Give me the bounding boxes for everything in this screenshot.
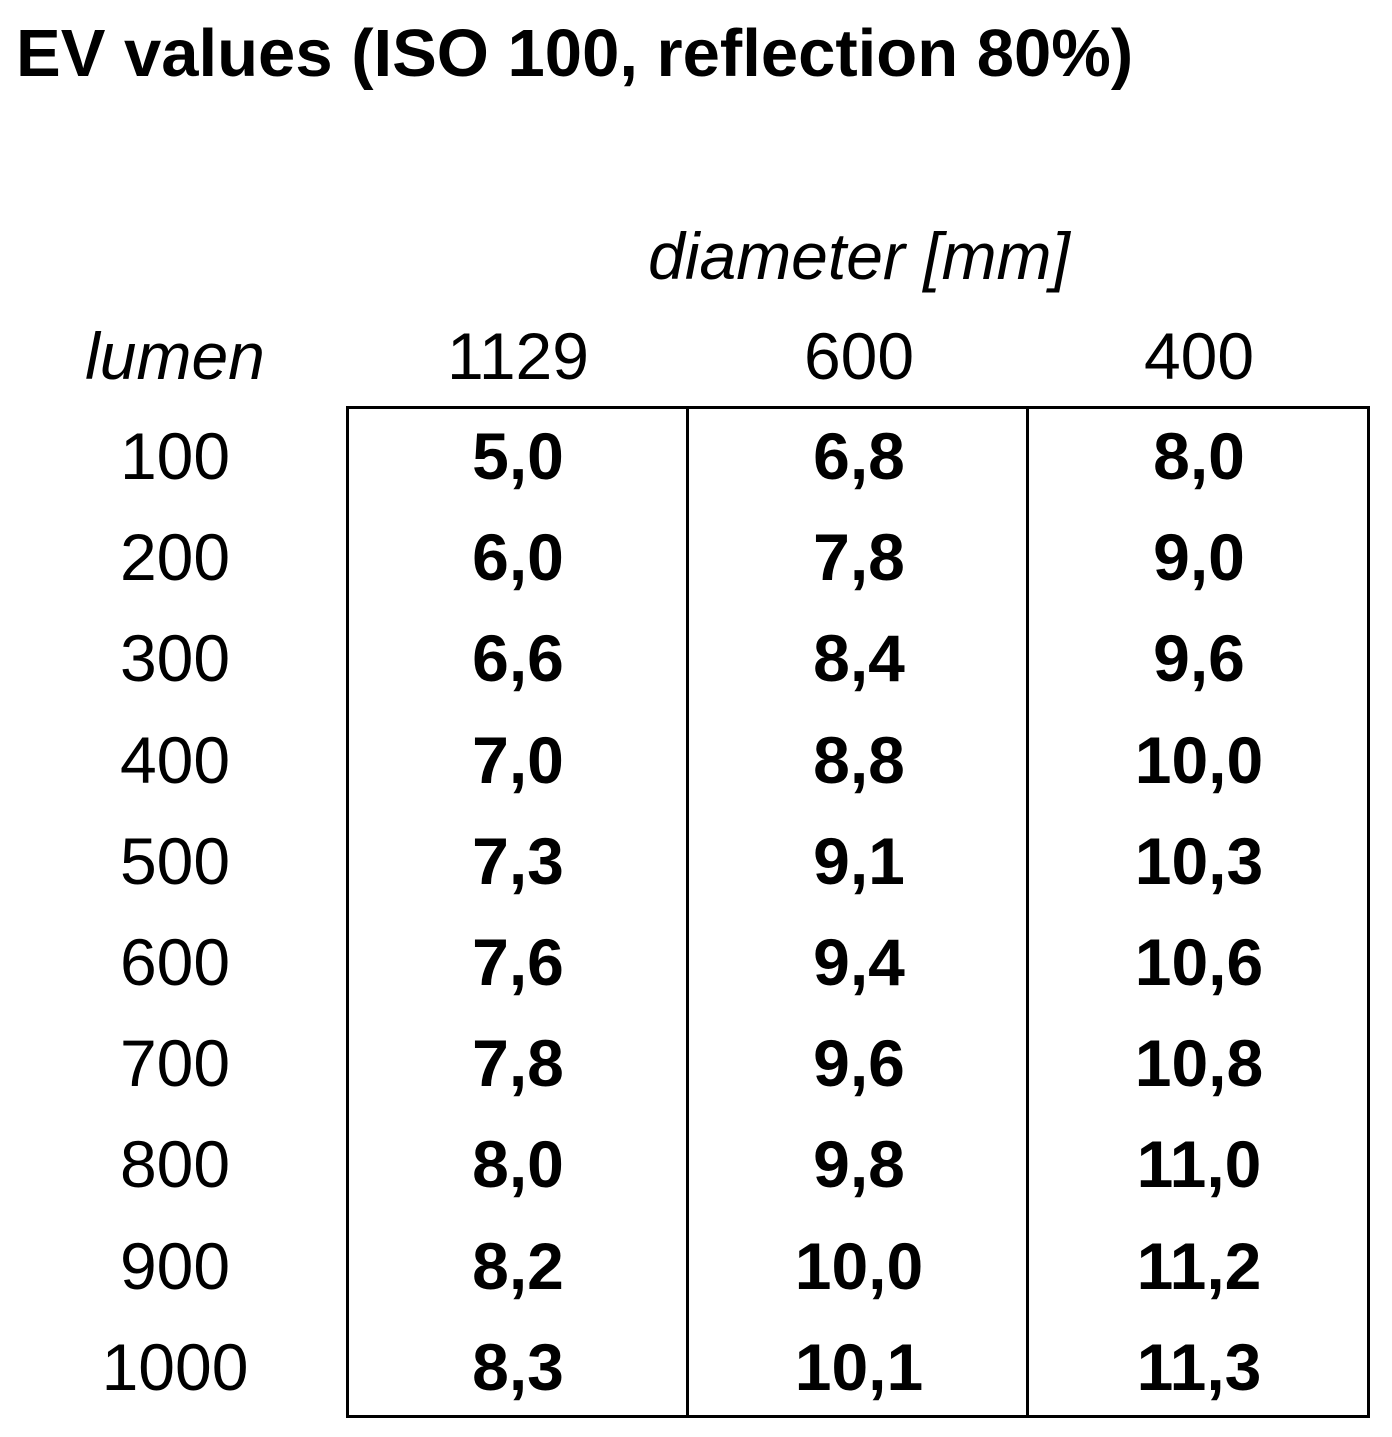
table-cell: 7,3	[472, 824, 564, 898]
table-cell: 10,0	[794, 1229, 924, 1303]
table-cell: 6,8	[813, 419, 905, 493]
table-cell: 6,6	[472, 621, 564, 695]
column-group-label: diameter [mm]	[648, 219, 1070, 293]
row-label: 200	[119, 520, 231, 594]
row-label: 800	[119, 1127, 231, 1201]
row-label: 500	[119, 824, 231, 898]
row-group-label: lumen	[85, 319, 265, 393]
table-cell: 10,1	[794, 1330, 924, 1404]
table-cell: 10,0	[1134, 723, 1264, 797]
column-header: 400	[1143, 319, 1255, 393]
table-cell: 9,6	[813, 1026, 905, 1100]
table-border	[346, 406, 1370, 1418]
table-cell: 8,8	[813, 723, 905, 797]
column-divider	[686, 406, 689, 1418]
column-header: 1129	[447, 319, 589, 393]
table-cell: 10,8	[1134, 1026, 1264, 1100]
table-cell: 9,8	[813, 1127, 905, 1201]
table-cell: 10,3	[1134, 824, 1264, 898]
table-cell: 8,0	[1153, 419, 1245, 493]
table-cell: 8,4	[813, 621, 905, 695]
row-label: 1000	[101, 1330, 249, 1404]
table-cell: 7,6	[472, 925, 564, 999]
table-cell: 11,0	[1136, 1127, 1262, 1201]
column-header: 600	[803, 319, 915, 393]
row-label: 100	[119, 419, 231, 493]
row-label: 400	[119, 723, 231, 797]
table-cell: 11,3	[1136, 1330, 1262, 1404]
table-cell: 8,2	[472, 1229, 564, 1303]
table-cell: 5,0	[472, 419, 564, 493]
table-title: EV values (ISO 100, reflection 80%)	[16, 16, 1134, 91]
table-cell: 9,1	[813, 824, 905, 898]
table-cell: 9,4	[813, 925, 905, 999]
table-cell: 7,8	[472, 1026, 564, 1100]
table-cell: 7,8	[813, 520, 905, 594]
table-cell: 11,2	[1136, 1229, 1262, 1303]
table-cell: 9,6	[1153, 621, 1245, 695]
table-cell: 9,0	[1153, 520, 1245, 594]
column-divider	[1026, 406, 1029, 1418]
row-label: 700	[119, 1026, 231, 1100]
row-label: 900	[119, 1229, 231, 1303]
table-cell: 8,3	[472, 1330, 564, 1404]
row-label: 600	[119, 925, 231, 999]
table-cell: 10,6	[1134, 925, 1264, 999]
row-label: 300	[119, 621, 231, 695]
table-cell: 6,0	[472, 520, 564, 594]
table-cell: 8,0	[472, 1127, 564, 1201]
table-cell: 7,0	[472, 723, 564, 797]
